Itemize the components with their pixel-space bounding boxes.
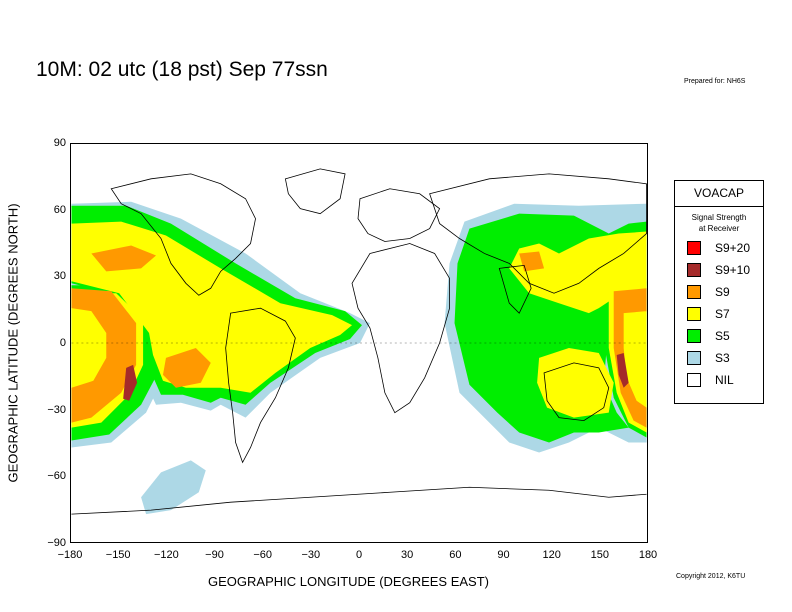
legend-label: S9+20: [715, 241, 751, 255]
outline-antarctica: [71, 486, 647, 515]
zone-s9-south-pacific-ring: [71, 288, 137, 423]
y-tick-label: 60: [53, 203, 66, 216]
outline-asia: [429, 173, 647, 294]
zone-s9-north-pacific: [91, 245, 157, 272]
land-outlines: [71, 168, 647, 515]
legend-swatch: [687, 307, 701, 321]
x-tick-label: 60: [449, 549, 462, 561]
x-tick-label: −60: [253, 549, 272, 561]
coverage-zones: [71, 201, 647, 515]
zone-s9-asia: [519, 251, 545, 272]
zone-s9p10-australia-east: [616, 352, 629, 388]
legend-title: VOACAP: [675, 181, 763, 207]
y-tick-label: −30: [47, 403, 66, 416]
legend-label: S9: [715, 285, 730, 299]
legend-swatch: [687, 351, 701, 365]
legend-label: S3: [715, 351, 730, 365]
legend-label: S7: [715, 307, 730, 321]
x-tick-label: −150: [105, 549, 131, 561]
outline-india: [498, 264, 532, 314]
outline-greenland: [284, 168, 346, 215]
y-axis-label: GEOGRAPHIC LATITUDE (DEGREES NORTH): [5, 203, 21, 483]
legend-swatch: [687, 329, 701, 343]
y-tick-label: −90: [47, 537, 66, 549]
outline-north-america: [110, 173, 256, 296]
zone-s3-south-patch: [141, 460, 206, 515]
y-tick-label: −60: [47, 470, 66, 483]
x-tick-label: 180: [638, 549, 658, 561]
signal-legend: VOACAP Signal Strength at Receiver S9+20…: [674, 180, 764, 404]
legend-swatch: [687, 285, 701, 299]
x-tick-label: −90: [205, 549, 224, 561]
outline-australia: [543, 362, 610, 422]
legend-swatch: [687, 263, 701, 277]
x-axis-label: GEOGRAPHIC LONGITUDE (DEGREES EAST): [208, 574, 489, 589]
copyright-note: Copyright 2012, K6TU: [676, 573, 746, 580]
legend-subtitle: Signal Strength at Receiver: [675, 212, 763, 234]
x-tick-label: −30: [301, 549, 321, 561]
x-tick-label: 120: [542, 549, 561, 561]
legend-swatch: [687, 241, 701, 255]
legend-label: S9+10: [715, 263, 751, 277]
x-tick-label: 90: [497, 549, 510, 561]
zone-s9p10-pacific: [123, 364, 138, 401]
x-tick-label: 150: [590, 549, 610, 561]
outline-africa: [351, 243, 450, 414]
legend-subtitle-line2: at Receiver: [698, 224, 740, 233]
zone-s9-australia-east-ring: [613, 288, 647, 428]
x-tick-label: −120: [153, 549, 179, 561]
y-tick-label: 90: [53, 137, 66, 149]
y-tick-label: 30: [53, 270, 66, 283]
legend-label: S5: [715, 329, 730, 343]
zone-s7-indonesia: [537, 347, 614, 418]
x-tick-label: 30: [401, 549, 414, 561]
legend-subtitle-line1: Signal Strength: [691, 213, 747, 222]
coverage-map: [70, 143, 648, 543]
prepared-for-note: Prepared for: NH6S: [684, 78, 746, 85]
legend-swatch: [687, 373, 701, 387]
chart-title: 10M: 02 utc (18 pst) Sep 77ssn: [36, 58, 328, 81]
legend-label: NIL: [715, 373, 734, 387]
outline-south-america: [225, 307, 296, 464]
y-tick-label: 0: [59, 337, 66, 349]
coverage-map-canvas: [71, 168, 647, 515]
x-tick-label: −180: [57, 549, 83, 561]
x-tick-label: 0: [355, 549, 363, 561]
zone-s9-central-pacific: [162, 347, 211, 388]
outline-europe: [357, 188, 441, 242]
